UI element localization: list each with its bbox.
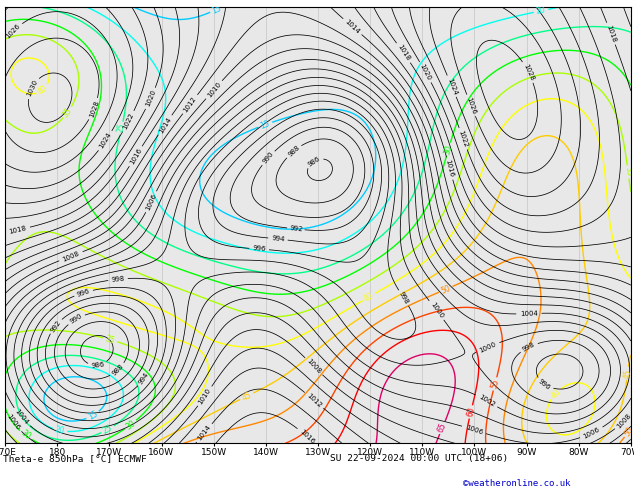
Text: 20: 20: [535, 5, 547, 16]
Text: 1016: 1016: [129, 147, 143, 166]
Text: 986: 986: [307, 155, 321, 168]
Text: 1016: 1016: [299, 428, 316, 445]
Text: 1000: 1000: [478, 341, 497, 354]
Text: 998: 998: [521, 341, 536, 353]
Text: 1020: 1020: [145, 89, 157, 108]
Text: 50: 50: [439, 283, 452, 295]
Text: 1022: 1022: [122, 112, 135, 130]
Text: 1008: 1008: [616, 412, 632, 429]
Text: 30: 30: [124, 418, 137, 431]
Text: 1026: 1026: [465, 96, 477, 115]
Text: 1020: 1020: [419, 63, 432, 81]
Text: 45: 45: [240, 390, 253, 402]
Text: 986: 986: [91, 361, 105, 369]
Text: 1024: 1024: [446, 77, 458, 96]
Text: 994: 994: [138, 371, 150, 386]
Text: 1014: 1014: [158, 116, 172, 134]
Text: 1010: 1010: [206, 81, 222, 98]
Text: 1014: 1014: [344, 18, 361, 35]
Text: 1016: 1016: [444, 159, 455, 178]
Text: 1006: 1006: [465, 424, 484, 436]
Text: 35: 35: [623, 167, 633, 177]
Text: 40: 40: [36, 83, 49, 96]
Text: 998: 998: [111, 275, 125, 283]
Text: 40: 40: [549, 387, 562, 400]
Text: 60: 60: [465, 406, 476, 417]
Text: 996: 996: [252, 245, 266, 252]
Text: 25: 25: [116, 122, 127, 134]
Text: 45: 45: [623, 368, 633, 379]
Text: 65: 65: [436, 421, 448, 434]
Text: 992: 992: [49, 319, 62, 333]
Text: ©weatheronline.co.uk: ©weatheronline.co.uk: [463, 479, 571, 488]
Text: 1012: 1012: [306, 392, 323, 409]
Text: 1018: 1018: [605, 24, 617, 43]
Text: 1024: 1024: [98, 132, 113, 150]
Text: 35: 35: [104, 334, 116, 345]
Text: 30: 30: [19, 429, 32, 442]
Text: 1030: 1030: [25, 78, 38, 98]
Text: 1018: 1018: [396, 44, 411, 62]
Text: 1002: 1002: [477, 393, 496, 408]
Text: 30: 30: [443, 143, 454, 155]
Text: 50: 50: [622, 425, 634, 438]
Text: 55: 55: [489, 378, 501, 390]
Text: 1006: 1006: [582, 426, 601, 440]
Text: 1006: 1006: [6, 414, 21, 432]
Text: 988: 988: [287, 145, 301, 158]
Text: Theta-e 850hPa [°C] ECMWF: Theta-e 850hPa [°C] ECMWF: [3, 454, 147, 463]
Text: 1028: 1028: [522, 63, 535, 81]
Text: 1022: 1022: [458, 129, 469, 148]
Text: 1010: 1010: [197, 387, 212, 405]
Text: 35: 35: [61, 106, 74, 119]
Text: 990: 990: [69, 313, 84, 325]
Text: 1028: 1028: [88, 99, 100, 119]
Text: 15: 15: [259, 119, 271, 130]
Text: 20: 20: [55, 425, 65, 436]
Text: SU 22-09-2024 00:00 UTC (18+06): SU 22-09-2024 00:00 UTC (18+06): [330, 454, 508, 463]
Text: 994: 994: [271, 235, 285, 243]
Text: 996: 996: [538, 378, 552, 391]
Text: 1004: 1004: [14, 408, 30, 426]
Text: 40: 40: [363, 291, 375, 303]
Text: 1018: 1018: [8, 225, 27, 235]
Text: 1012: 1012: [183, 95, 198, 113]
Text: 15: 15: [87, 409, 100, 422]
Text: 990: 990: [262, 151, 275, 165]
Text: 15: 15: [210, 3, 223, 15]
Text: 25: 25: [101, 423, 114, 436]
Text: 1004: 1004: [520, 310, 538, 317]
Text: 1014: 1014: [197, 424, 212, 442]
Text: 1006: 1006: [145, 192, 158, 211]
Text: 1008: 1008: [61, 250, 81, 263]
Text: 1000: 1000: [429, 301, 444, 319]
Text: 998: 998: [398, 291, 410, 305]
Text: 996: 996: [76, 288, 91, 298]
Text: 992: 992: [290, 225, 304, 233]
Text: 988: 988: [111, 363, 125, 377]
Text: 1026: 1026: [4, 23, 22, 40]
Text: 1008: 1008: [306, 358, 322, 375]
